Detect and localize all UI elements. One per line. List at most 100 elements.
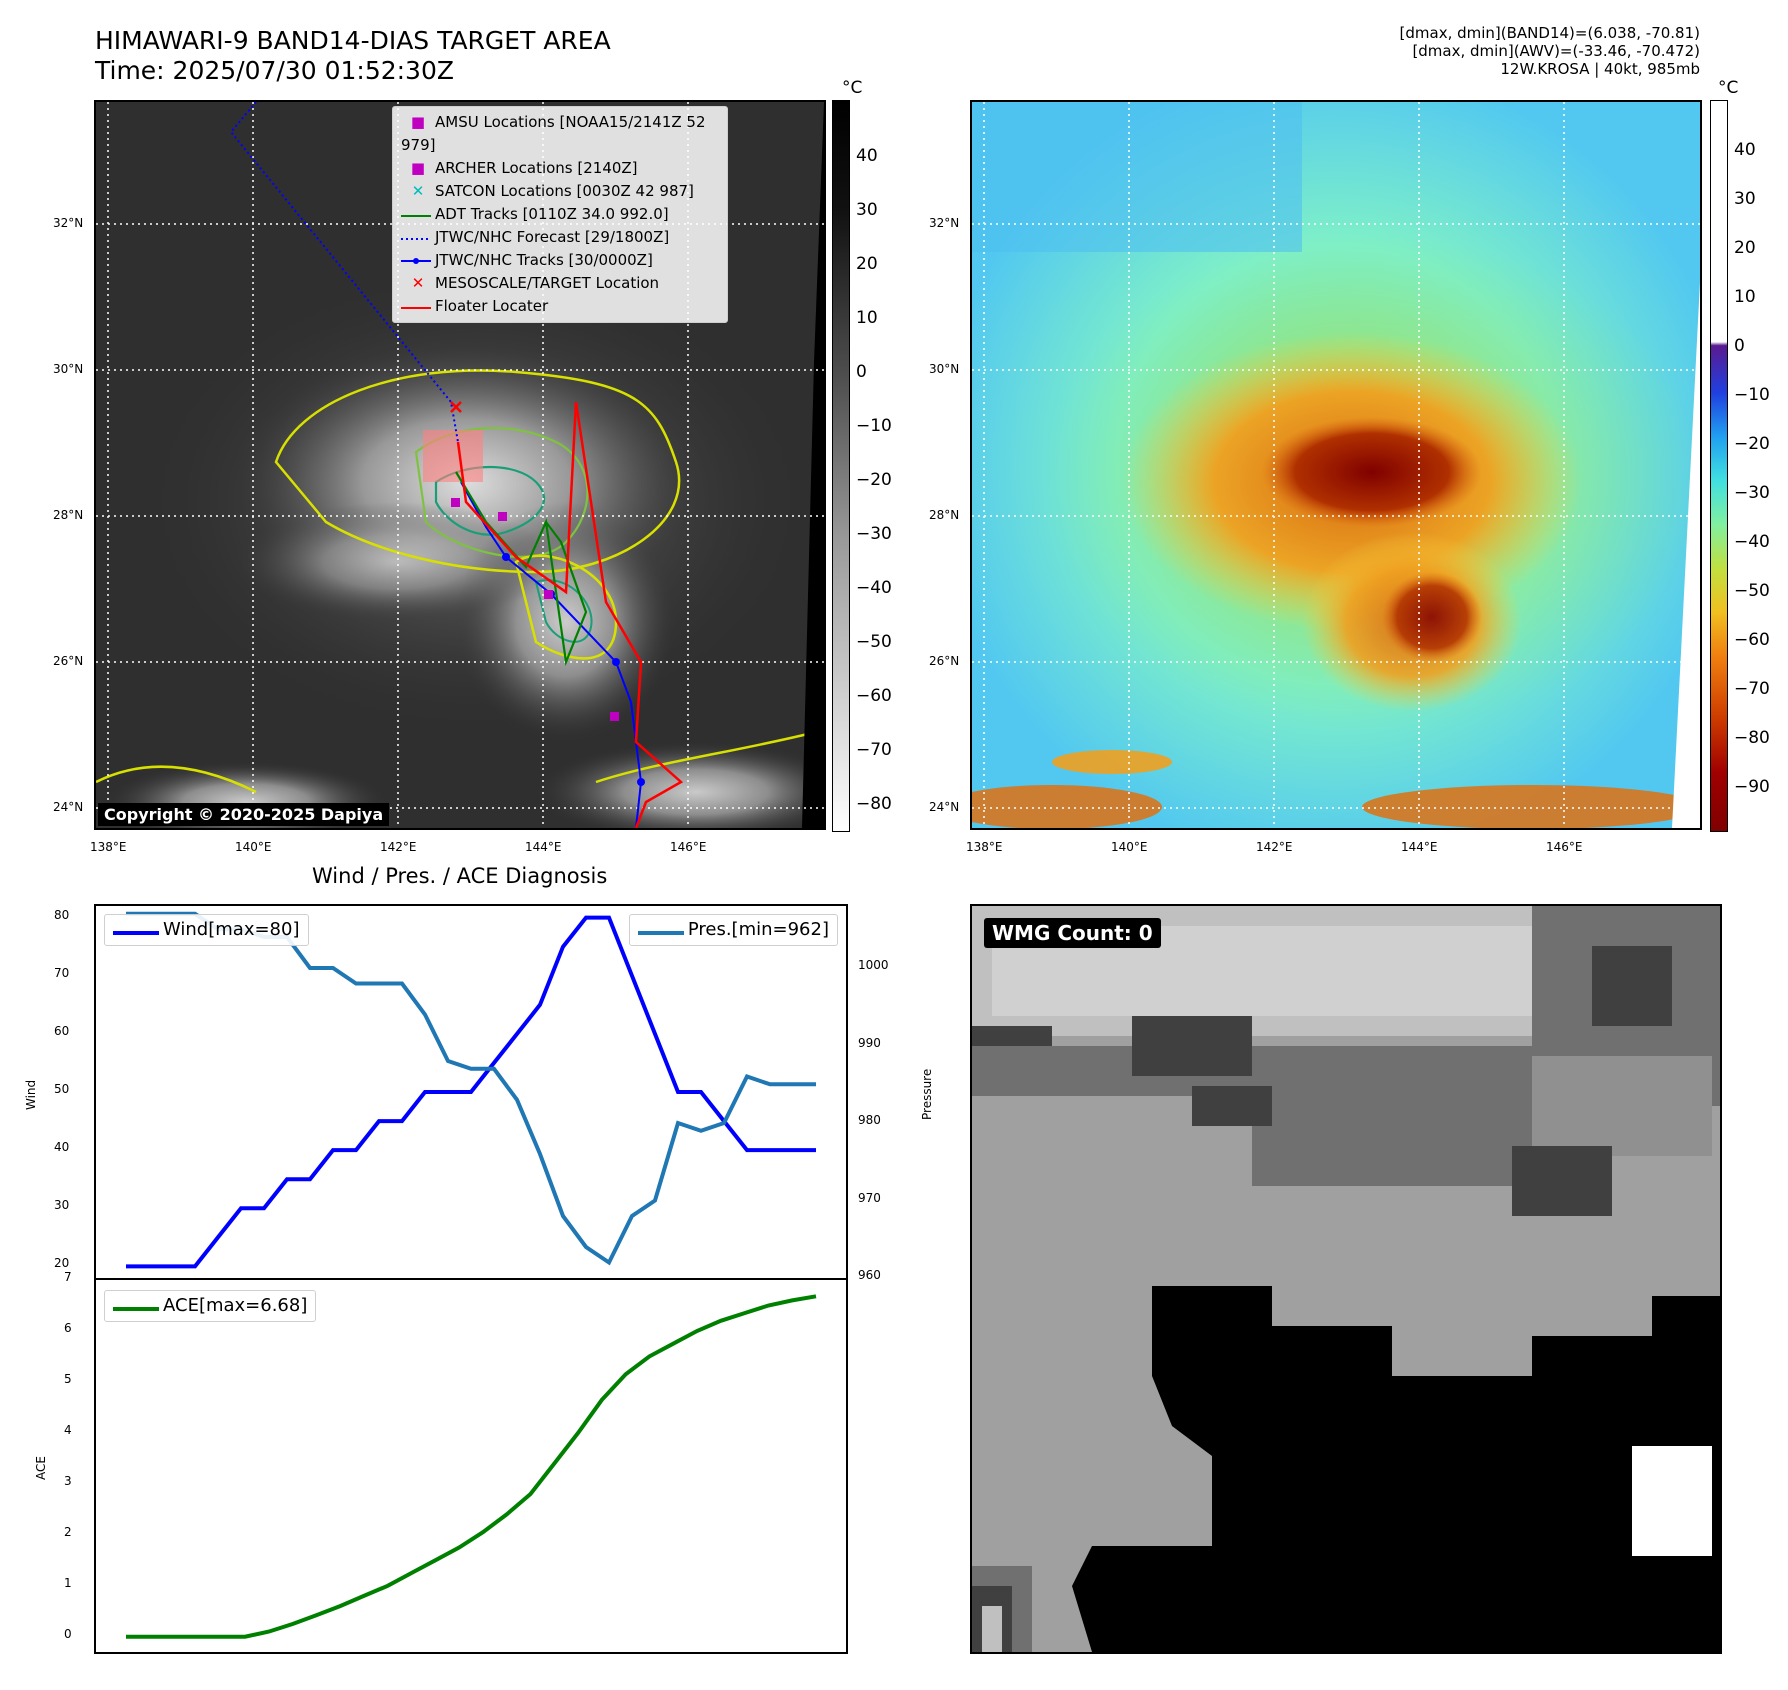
legend-adt-label: ADT Tracks [0110Z 34.0 992.0]	[435, 205, 669, 223]
lat-label: 30°N	[929, 362, 960, 376]
wind-pressure-svg	[126, 911, 816, 1269]
dotted-line-icon	[401, 226, 435, 249]
legend-floater-label: Floater Locater	[435, 297, 549, 315]
lat-label: 24°N	[929, 800, 960, 814]
amsu-archer-points	[451, 498, 619, 721]
wind-pressure-chart: Wind[max=80] Pres.[min=962]	[94, 904, 848, 1280]
info-line2: [dmax, dmin](AWV)=(-33.46, -70.472)	[1412, 42, 1700, 60]
wind-series-line	[126, 915, 816, 1269]
wind-tick-label: 30	[54, 1198, 70, 1213]
legend-meso: ✕ MESOSCALE/TARGET Location	[401, 272, 719, 295]
legend-archer: ■ ARCHER Locations [2140Z]	[401, 157, 719, 180]
title-line1: HIMAWARI-9 BAND14-DIAS TARGET AREA	[95, 26, 611, 55]
jtwc-track-line	[460, 481, 643, 828]
colorbar-tick: −30	[1734, 483, 1770, 503]
wmg-panel: WMG Count: 0	[970, 904, 1722, 1654]
legend-jtwc-tracks: JTWC/NHC Tracks [30/0000Z]	[401, 249, 719, 272]
target-markers	[450, 401, 462, 413]
lon-label: 142°E	[380, 840, 417, 854]
title-line2: Time: 2025/07/30 01:52:30Z	[95, 56, 454, 85]
wind-tick-label: 50	[54, 1082, 70, 1096]
ace-series-line	[126, 1294, 817, 1639]
legend-archer-label: ARCHER Locations [2140Z]	[435, 159, 638, 177]
awv-map-panel	[970, 100, 1702, 830]
lat-label: 24°N	[53, 800, 84, 814]
colorbar-tick: −80	[1734, 728, 1770, 748]
pressure-tick-label: 980	[858, 1113, 881, 1127]
pressure-tick-label: 1000	[858, 958, 889, 972]
pressure-tick-label: 960	[858, 1268, 881, 1282]
colorbar-tick: −70	[1734, 679, 1770, 699]
lon-label: 140°E	[1111, 840, 1148, 854]
wind-tick-label: 70	[54, 965, 70, 980]
colorbar-tick: −40	[856, 578, 892, 598]
ace-legend-label: ACE[max=6.68]	[163, 1295, 308, 1316]
wmg-grid-svg	[972, 906, 1720, 1652]
info-line3: 12W.KROSA | 40kt, 985mb	[1500, 60, 1700, 78]
square-marker-icon: ■	[410, 113, 426, 131]
colorbar-tick: −10	[856, 416, 892, 436]
wind-tick-label: 80	[54, 907, 70, 922]
colorbar-right-unit: °C	[1718, 78, 1739, 98]
legend-satcon-label: SATCON Locations [0030Z 42 987]	[435, 182, 694, 200]
legend-amsu: ■ AMSU Locations [NOAA15/2141Z 52 979]	[401, 111, 719, 157]
floater-locater-line	[456, 401, 684, 828]
ace-tick-label: 7	[64, 1270, 72, 1284]
wind-tick-label: 20	[54, 1256, 70, 1271]
ace-tick-label: 2	[64, 1524, 72, 1539]
colorbar-tick: 10	[1734, 287, 1756, 307]
ace-tick-label: 5	[64, 1371, 72, 1386]
colorbar-tick: −30	[856, 524, 892, 544]
pressure-legend-label: Pres.[min=962]	[687, 919, 829, 940]
ace-svg	[126, 1294, 817, 1639]
awv-map-svg	[972, 102, 1700, 828]
colorbar-tick: −20	[1734, 434, 1770, 454]
ace-tick-label: 6	[64, 1320, 72, 1335]
band14-colorbar	[832, 100, 850, 832]
map-gridlines	[972, 102, 1700, 828]
colorbar-left-unit: °C	[842, 78, 863, 98]
ace-tick-label: 3	[64, 1473, 72, 1488]
colorbar-tick: 10	[856, 308, 878, 328]
legend-jtwc-forecast: JTWC/NHC Forecast [29/1800Z]	[401, 226, 719, 249]
colorbar-tick: −20	[856, 470, 892, 490]
wind-legend: Wind[max=80]	[104, 914, 309, 946]
wind-tick-label: 60	[54, 1023, 70, 1038]
pressure-tick-label: 990	[858, 1035, 881, 1050]
colorbar-tick: −10	[1734, 385, 1770, 405]
line-marker-icon	[401, 295, 435, 318]
lat-label: 32°N	[53, 216, 84, 230]
colorbar-tick: −60	[856, 686, 892, 706]
copyright-badge: Copyright © 2020-2025 Dapiya	[98, 803, 390, 826]
colorbar-tick: 40	[1734, 140, 1756, 160]
legend-meso-label: MESOSCALE/TARGET Location	[435, 274, 660, 292]
diagnosis-title: Wind / Pres. / ACE Diagnosis	[312, 864, 608, 888]
lat-label: 26°N	[929, 654, 960, 668]
pressure-legend: Pres.[min=962]	[628, 914, 838, 946]
colorbar-tick: 30	[856, 200, 878, 220]
colorbar-tick: −50	[856, 632, 892, 652]
lon-label: 142°E	[1256, 840, 1293, 854]
legend-floater: Floater Locater	[401, 295, 719, 318]
colorbar-tick: 30	[1734, 189, 1756, 209]
line-dot-icon	[401, 249, 435, 272]
map-legend: ■ AMSU Locations [NOAA15/2141Z 52 979] ■ A…	[392, 106, 728, 323]
ace-axis-label: ACE	[34, 1456, 48, 1480]
colorbar-tick: −80	[856, 794, 892, 814]
wmg-count-badge: WMG Count: 0	[984, 918, 1161, 948]
figure-title: HIMAWARI-9 BAND14-DIAS TARGET AREA Time:…	[95, 26, 611, 86]
legend-amsu-label: AMSU Locations [NOAA15/2141Z 52 979]	[401, 113, 706, 154]
lat-label: 26°N	[53, 654, 84, 668]
colorbar-tick: 40	[856, 146, 878, 166]
lon-label: 146°E	[670, 840, 707, 854]
ace-tick-label: 1	[64, 1575, 72, 1590]
line-marker-icon	[401, 203, 435, 226]
lon-label: 138°E	[966, 840, 1003, 854]
pressure-axis-label: Pressure	[920, 1068, 934, 1120]
ace-tick-label: 4	[64, 1422, 72, 1437]
colorbar-tick: −40	[1734, 532, 1770, 552]
ace-tick-label: 0	[64, 1626, 72, 1641]
lat-label: 30°N	[53, 362, 84, 376]
lat-label: 28°N	[53, 508, 84, 522]
colorbar-tick: −60	[1734, 630, 1770, 650]
